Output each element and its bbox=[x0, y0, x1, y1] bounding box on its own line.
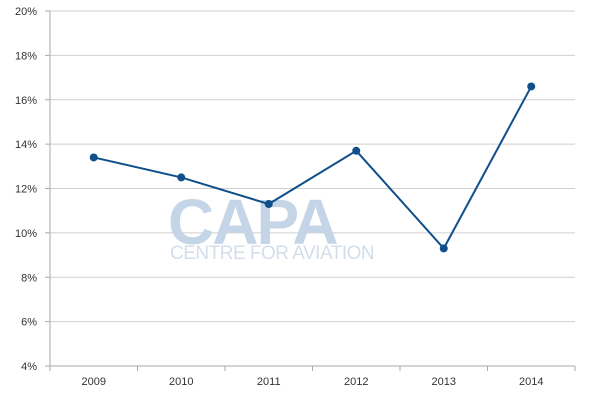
y-tick-label: 20% bbox=[15, 6, 37, 18]
gridlines bbox=[50, 10, 575, 323]
x-tick-label: 2010 bbox=[169, 376, 193, 388]
y-tick-label: 6% bbox=[21, 317, 37, 329]
watermark-tagline: CENTRE FOR AVIATION bbox=[170, 243, 374, 264]
y-axis-tick-labels: 4% 6% 8% 10% 12% 14% 16% 18% 20% bbox=[15, 6, 37, 373]
x-tick-label: 2009 bbox=[82, 376, 106, 388]
y-tick-label: 4% bbox=[21, 361, 37, 373]
data-point-2014 bbox=[527, 82, 536, 91]
data-point-2009 bbox=[89, 153, 98, 162]
y-tick-label: 16% bbox=[15, 95, 37, 107]
y-tick-label: 18% bbox=[15, 50, 37, 62]
series-group bbox=[89, 82, 536, 253]
x-tick-label: 2011 bbox=[257, 376, 281, 388]
x-tick-label: 2014 bbox=[519, 376, 543, 388]
data-point-2010 bbox=[177, 173, 186, 182]
x-tick-label: 2012 bbox=[344, 376, 368, 388]
capa-watermark: CAPA CENTRE FOR AVIATION bbox=[168, 186, 375, 264]
y-tick-label: 14% bbox=[15, 139, 37, 151]
y-tick-label: 10% bbox=[15, 228, 37, 240]
y-tick-label: 8% bbox=[21, 272, 37, 284]
watermark-brand: CAPA bbox=[168, 186, 337, 258]
x-axis-tick-labels: 2009 2010 2011 2012 2013 2014 bbox=[82, 376, 544, 388]
y-tick-label: 12% bbox=[15, 184, 37, 196]
x-tick-label: 2013 bbox=[432, 376, 456, 388]
data-point-2013 bbox=[439, 244, 448, 253]
data-point-2011 bbox=[264, 200, 273, 209]
series-line bbox=[93, 85, 533, 251]
data-point-2012 bbox=[352, 146, 361, 155]
axes bbox=[45, 10, 576, 371]
